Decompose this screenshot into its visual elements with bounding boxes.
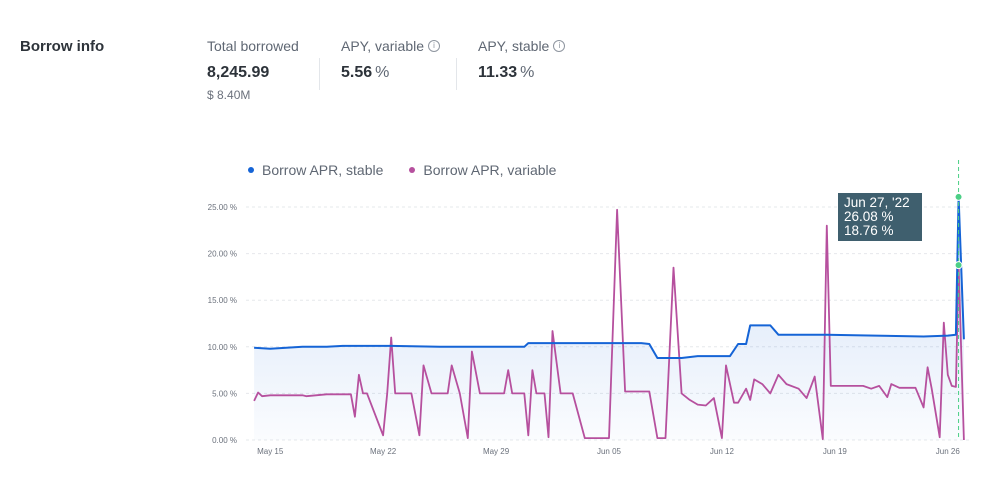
y-tick-label: 5.00 % — [212, 389, 237, 398]
apy-variable-label: APY, variable — [341, 38, 425, 54]
y-tick-label: 20.00 % — [208, 250, 237, 259]
x-tick-label: Jun 19 — [823, 447, 848, 456]
stat-divider — [319, 58, 320, 90]
x-tick-label: May 15 — [257, 447, 284, 456]
apy-stable-value: 11.33 — [478, 64, 518, 81]
tooltip-date: Jun 27, '22 — [844, 195, 910, 210]
x-axis: May 15 May 22 May 29 Jun 05 Jun 12 Jun 19 Jun … — [257, 447, 960, 456]
section-title: Borrow info — [20, 38, 105, 55]
y-tick-label: 0.00 % — [212, 436, 237, 445]
x-tick-label: Jun 26 — [936, 447, 961, 456]
x-tick-label: Jun 05 — [597, 447, 622, 456]
cursor-point-variable — [954, 261, 963, 270]
y-tick-label: 10.00 % — [208, 343, 237, 352]
y-tick-label: 15.00 % — [208, 296, 237, 305]
legend-item-variable[interactable]: Borrow APR, variable — [409, 162, 556, 178]
apy-stable-stat: APY, stable i 11.33% — [478, 38, 566, 82]
total-borrowed-usd: $ 8.40M — [207, 88, 251, 102]
tooltip-variable-value: 18.76 % — [844, 223, 894, 238]
hover-cursor — [954, 160, 963, 440]
legend-dot-stable — [248, 167, 254, 173]
stat-divider — [456, 58, 457, 90]
total-borrowed-label: Total borrowed — [207, 38, 299, 54]
series-stable-line — [254, 195, 965, 359]
legend-label-stable: Borrow APR, stable — [262, 162, 384, 178]
total-borrowed-stat: Total borrowed 8,245.99 $ 8.40M — [207, 38, 299, 102]
chart-tooltip: Jun 27, '22 26.08 % 18.76 % — [838, 193, 922, 241]
apy-variable-stat: APY, variable i 5.56% — [341, 38, 441, 82]
apy-variable-unit: % — [375, 64, 390, 81]
y-tick-label: 25.00 % — [208, 203, 237, 212]
cursor-point-stable — [954, 192, 963, 201]
x-tick-label: May 22 — [370, 447, 397, 456]
y-axis: 0.00 % 5.00 % 10.00 % 15.00 % 20.00 % 25.00 % — [208, 203, 237, 445]
series-stable-area — [254, 196, 964, 440]
chart-legend: Borrow APR, stable Borrow APR, variable — [248, 162, 556, 178]
info-icon[interactable]: i — [428, 40, 441, 52]
tooltip-stable-value: 26.08 % — [844, 209, 894, 224]
apy-stable-unit: % — [520, 64, 535, 81]
legend-item-stable[interactable]: Borrow APR, stable — [248, 162, 383, 178]
x-tick-label: Jun 12 — [710, 447, 735, 456]
total-borrowed-value: 8,245.99 — [207, 64, 270, 81]
apy-stable-label: APY, stable — [478, 38, 550, 54]
series-layer — [253, 195, 965, 441]
info-icon[interactable]: i — [553, 40, 566, 52]
x-tick-label: May 29 — [483, 447, 510, 456]
apy-variable-value: 5.56 — [341, 64, 373, 81]
legend-label-variable: Borrow APR, variable — [423, 162, 557, 178]
legend-dot-variable — [409, 167, 416, 173]
